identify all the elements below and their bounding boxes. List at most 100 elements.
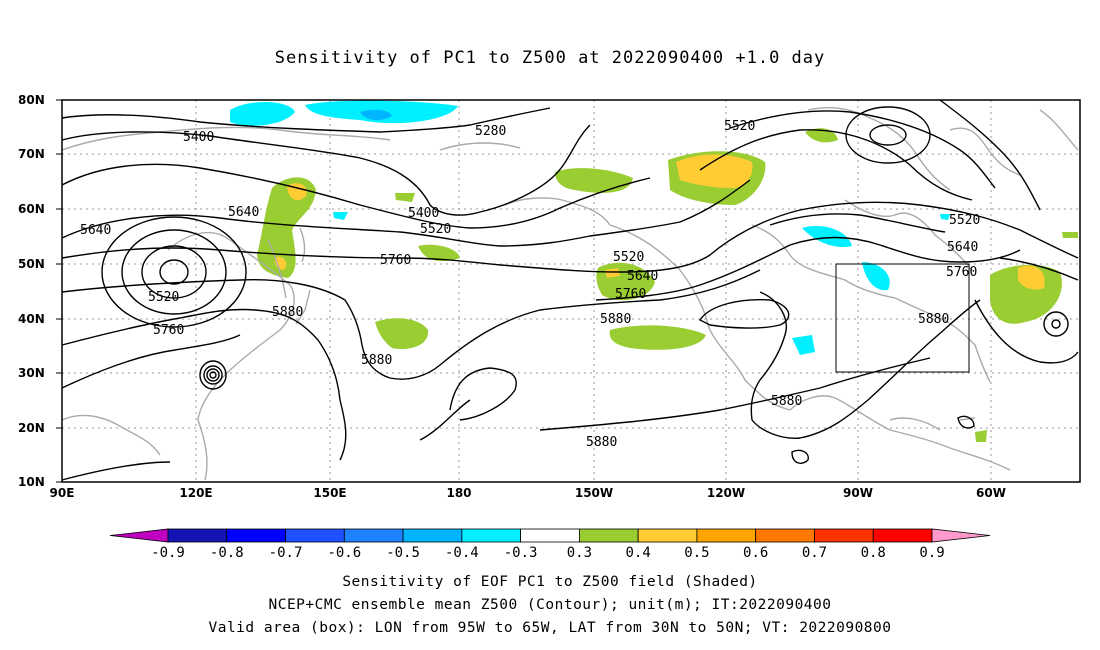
lat-label: 30N xyxy=(18,366,45,380)
colorbar-swatch xyxy=(461,528,522,543)
lat-label: 80N xyxy=(18,93,45,107)
colorbar-swatch xyxy=(520,528,580,543)
contour-label: 5760 xyxy=(615,287,646,302)
lon-label: 60W xyxy=(976,486,1006,500)
colorbar-left-arrow xyxy=(109,528,169,543)
shade-cyan xyxy=(940,214,950,220)
contour-label: 5520 xyxy=(724,119,755,134)
shade-green xyxy=(1062,232,1078,238)
colorbar-label: 0.7 xyxy=(802,545,827,561)
colorbar-label: 0.6 xyxy=(743,545,768,561)
shade-green xyxy=(257,177,316,278)
axis-ticks xyxy=(56,99,62,483)
coastlines xyxy=(61,106,1079,481)
colorbar-swatch xyxy=(755,528,815,543)
lon-labels: 90E 120E 150E 180 150W 120W 90W 60W xyxy=(50,486,1006,500)
valid-area-box xyxy=(835,263,970,373)
contour-label: 5640 xyxy=(627,269,658,284)
colorbar-label: 0.5 xyxy=(684,545,709,561)
contour-label: 5280 xyxy=(475,124,506,139)
colorbar-swatch xyxy=(578,528,639,543)
contour-label: 5640 xyxy=(80,223,111,238)
shade-green xyxy=(805,128,838,143)
contour-label: 5880 xyxy=(272,305,303,320)
shade-green xyxy=(975,430,987,442)
lon-label: 120E xyxy=(179,486,212,500)
colorbar-label: -0.6 xyxy=(327,545,361,561)
contour-label: 5640 xyxy=(228,205,259,220)
contour-label: 5520 xyxy=(949,213,980,228)
colorbar-swatch xyxy=(696,528,757,543)
shade-cyan xyxy=(333,212,348,220)
lon-label: 150E xyxy=(313,486,346,500)
contour-label: 5520 xyxy=(420,222,451,237)
shade-green xyxy=(555,168,633,193)
colorbar-label: 0.3 xyxy=(567,545,592,561)
colorbar-swatch xyxy=(872,528,933,543)
lat-label: 10N xyxy=(18,475,45,489)
contour-label: 5880 xyxy=(361,353,392,368)
colorbar-label: 0.4 xyxy=(626,545,651,561)
contour-label: 5400 xyxy=(408,206,439,221)
colorbar-swatch xyxy=(343,528,404,543)
colorbar: -0.9 -0.8 -0.7 -0.6 -0.5 -0.4 -0.3 0.3 0.4 0.5 0.6… xyxy=(109,528,991,561)
contour-label: 5400 xyxy=(183,130,214,145)
colorbar-swatch xyxy=(402,528,463,543)
lat-label: 50N xyxy=(18,257,45,271)
shade-green xyxy=(375,318,429,350)
shade-green xyxy=(609,325,706,350)
contour-label: 5880 xyxy=(600,312,631,327)
lon-label: 180 xyxy=(446,486,471,500)
lon-label: 120W xyxy=(707,486,745,500)
lat-labels: 80N 70N 60N 50N 40N 30N 20N 10N xyxy=(18,93,45,489)
shade-cyan xyxy=(862,262,890,291)
shade-cyan xyxy=(230,101,295,126)
contour-label: 5760 xyxy=(153,323,184,338)
colorbar-label: -0.8 xyxy=(210,545,244,561)
colorbar-swatch xyxy=(814,528,874,543)
colorbar-label: -0.9 xyxy=(151,545,185,561)
colorbar-label: -0.7 xyxy=(269,545,303,561)
lat-label: 20N xyxy=(18,421,45,435)
shade-yellow xyxy=(287,183,307,201)
colorbar-label: -0.3 xyxy=(504,545,538,561)
lat-label: 40N xyxy=(18,312,45,326)
contour-label: 5880 xyxy=(771,394,802,409)
contour-label: 5640 xyxy=(947,240,978,255)
shade-cyan xyxy=(792,335,815,355)
lat-lon-grid xyxy=(62,100,1080,482)
contour-label: 5760 xyxy=(946,265,977,280)
map-title: Sensitivity of PC1 to Z500 at 2022090400… xyxy=(274,48,826,68)
shade-blue xyxy=(360,109,392,121)
shade-yellow xyxy=(676,154,753,189)
contour-labels: 5400 5280 5520 5640 5640 5400 5520 5760 … xyxy=(80,119,980,450)
shade-yellow xyxy=(605,268,620,278)
caption-line-2: NCEP+CMC ensemble mean Z500 (Contour); u… xyxy=(268,597,832,613)
map-frame xyxy=(61,99,1081,483)
shade-yellow xyxy=(1018,265,1045,290)
contour-label: 5520 xyxy=(613,250,644,265)
colorbar-label: 0.9 xyxy=(919,545,944,561)
z500-contours xyxy=(61,99,1079,481)
contour-label: 5880 xyxy=(586,435,617,450)
lat-label: 60N xyxy=(18,202,45,216)
contour-label: 5760 xyxy=(380,253,411,268)
colorbar-swatch xyxy=(226,528,286,543)
lat-label: 70N xyxy=(18,147,45,161)
shade-cyan xyxy=(802,226,852,248)
colorbar-label: -0.5 xyxy=(386,545,420,561)
colorbar-right-arrow xyxy=(931,528,991,543)
lon-label: 90W xyxy=(843,486,873,500)
lon-label: 90E xyxy=(50,486,75,500)
contour-label: 5880 xyxy=(918,312,949,327)
caption-line-3: Valid area (box): LON from 95W to 65W, L… xyxy=(208,620,892,636)
caption-line-1: Sensitivity of EOF PC1 to Z500 field (Sh… xyxy=(342,574,758,590)
lon-label: 150W xyxy=(575,486,613,500)
colorbar-label: 0.8 xyxy=(861,545,886,561)
colorbar-swatch xyxy=(167,528,228,543)
colorbar-swatch xyxy=(637,528,698,543)
colorbar-swatch xyxy=(285,528,345,543)
shade-green xyxy=(395,193,415,202)
contour-label: 5520 xyxy=(148,290,179,305)
